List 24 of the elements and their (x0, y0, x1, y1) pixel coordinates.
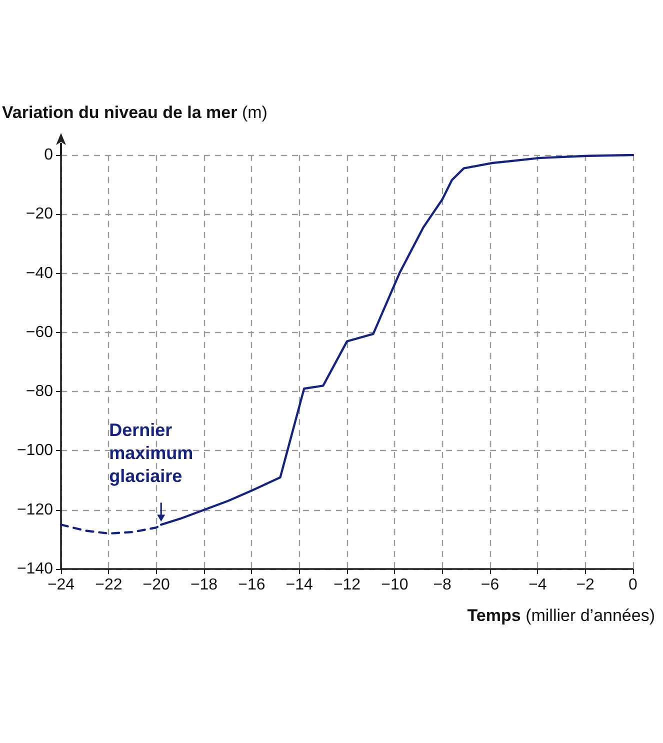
x-tick-label: −10 (381, 576, 408, 594)
x-tick-label: −22 (95, 576, 122, 594)
x-tick-label: −2 (576, 576, 595, 594)
y-tick-label: 0 (44, 146, 54, 164)
x-tick-label: −6 (480, 576, 500, 594)
y-tick-label: −80 (26, 383, 54, 400)
x-tick-label: −20 (142, 576, 170, 594)
y-tick-label: −20 (26, 206, 54, 223)
x-tick-label: −18 (190, 576, 218, 594)
y-tick-label: −120 (16, 501, 54, 518)
y-tick-label: −40 (26, 264, 54, 282)
x-axis-title: Temps (millier d’années) (467, 606, 656, 625)
x-tick-label: −14 (286, 576, 314, 594)
y-axis-title: Variation du niveau de la mer (m) (2, 103, 268, 122)
annotation: Dernier maximum glaciaire (109, 420, 198, 486)
x-tick-label: −4 (528, 576, 547, 594)
x-tick-label: −16 (238, 576, 266, 594)
x-tick-label: −8 (433, 576, 452, 594)
x-tick-label: −24 (47, 576, 75, 594)
x-tick-label: −12 (333, 576, 361, 594)
y-tick-label: −100 (16, 442, 54, 460)
y-tick-label: −140 (16, 560, 54, 578)
y-tick-label: −60 (26, 324, 54, 341)
x-tick-label: 0 (628, 576, 638, 594)
